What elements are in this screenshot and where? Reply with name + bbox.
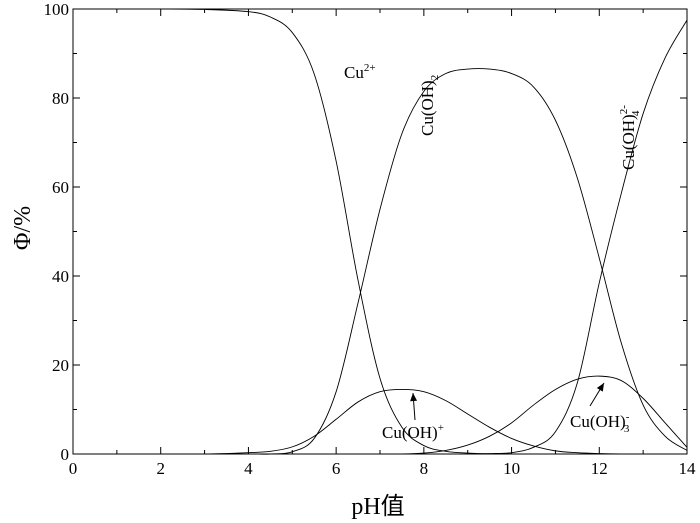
y-tick-label: 20: [52, 356, 69, 375]
y-axis-title: Φ/%: [10, 206, 36, 250]
y-tick-label: 100: [44, 0, 70, 19]
label-cu-oh-2: Cu(OH)2: [418, 75, 441, 136]
y-tick-label: 40: [52, 267, 69, 286]
x-tick-label: 4: [244, 459, 253, 478]
y-tick-label: 80: [52, 89, 69, 108]
x-tick-label: 0: [69, 459, 78, 478]
x-tick-label: 8: [420, 459, 429, 478]
curves: [72, 8, 688, 455]
plot-frame: [72, 8, 688, 455]
curve-cu-oh-2: [72, 68, 688, 455]
x-tick-label: 2: [156, 459, 165, 478]
label-cu-oh-4-2minus: Cu(OH)2-4: [618, 105, 642, 170]
x-tick-label: 6: [332, 459, 341, 478]
arrow-cu-oh-3-minus: [589, 382, 605, 407]
y-tick-label: 60: [52, 178, 69, 197]
x-tick-label: 12: [591, 459, 608, 478]
arrow-cu-oh-plus: [410, 392, 418, 421]
label-cu-oh-3-minus: Cu(OH)-3: [570, 411, 630, 435]
x-tick-label: 10: [503, 459, 520, 478]
label-cu2plus: Cu2+: [344, 62, 376, 82]
species-labels: Cu2+ Cu(OH)2 Cu(OH)2-4 Cu(OH)+ Cu(OH)-3: [344, 62, 642, 442]
curve-cu-oh-: [72, 389, 687, 455]
y-tick-label: 0: [61, 445, 70, 464]
curve-cu2-: [73, 8, 687, 455]
x-tick-label: 14: [679, 459, 697, 478]
label-cu-oh-plus: Cu(OH)+: [382, 422, 444, 442]
x-axis-title: pH值: [351, 493, 404, 520]
curve-cu-oh-42-: [72, 19, 688, 455]
